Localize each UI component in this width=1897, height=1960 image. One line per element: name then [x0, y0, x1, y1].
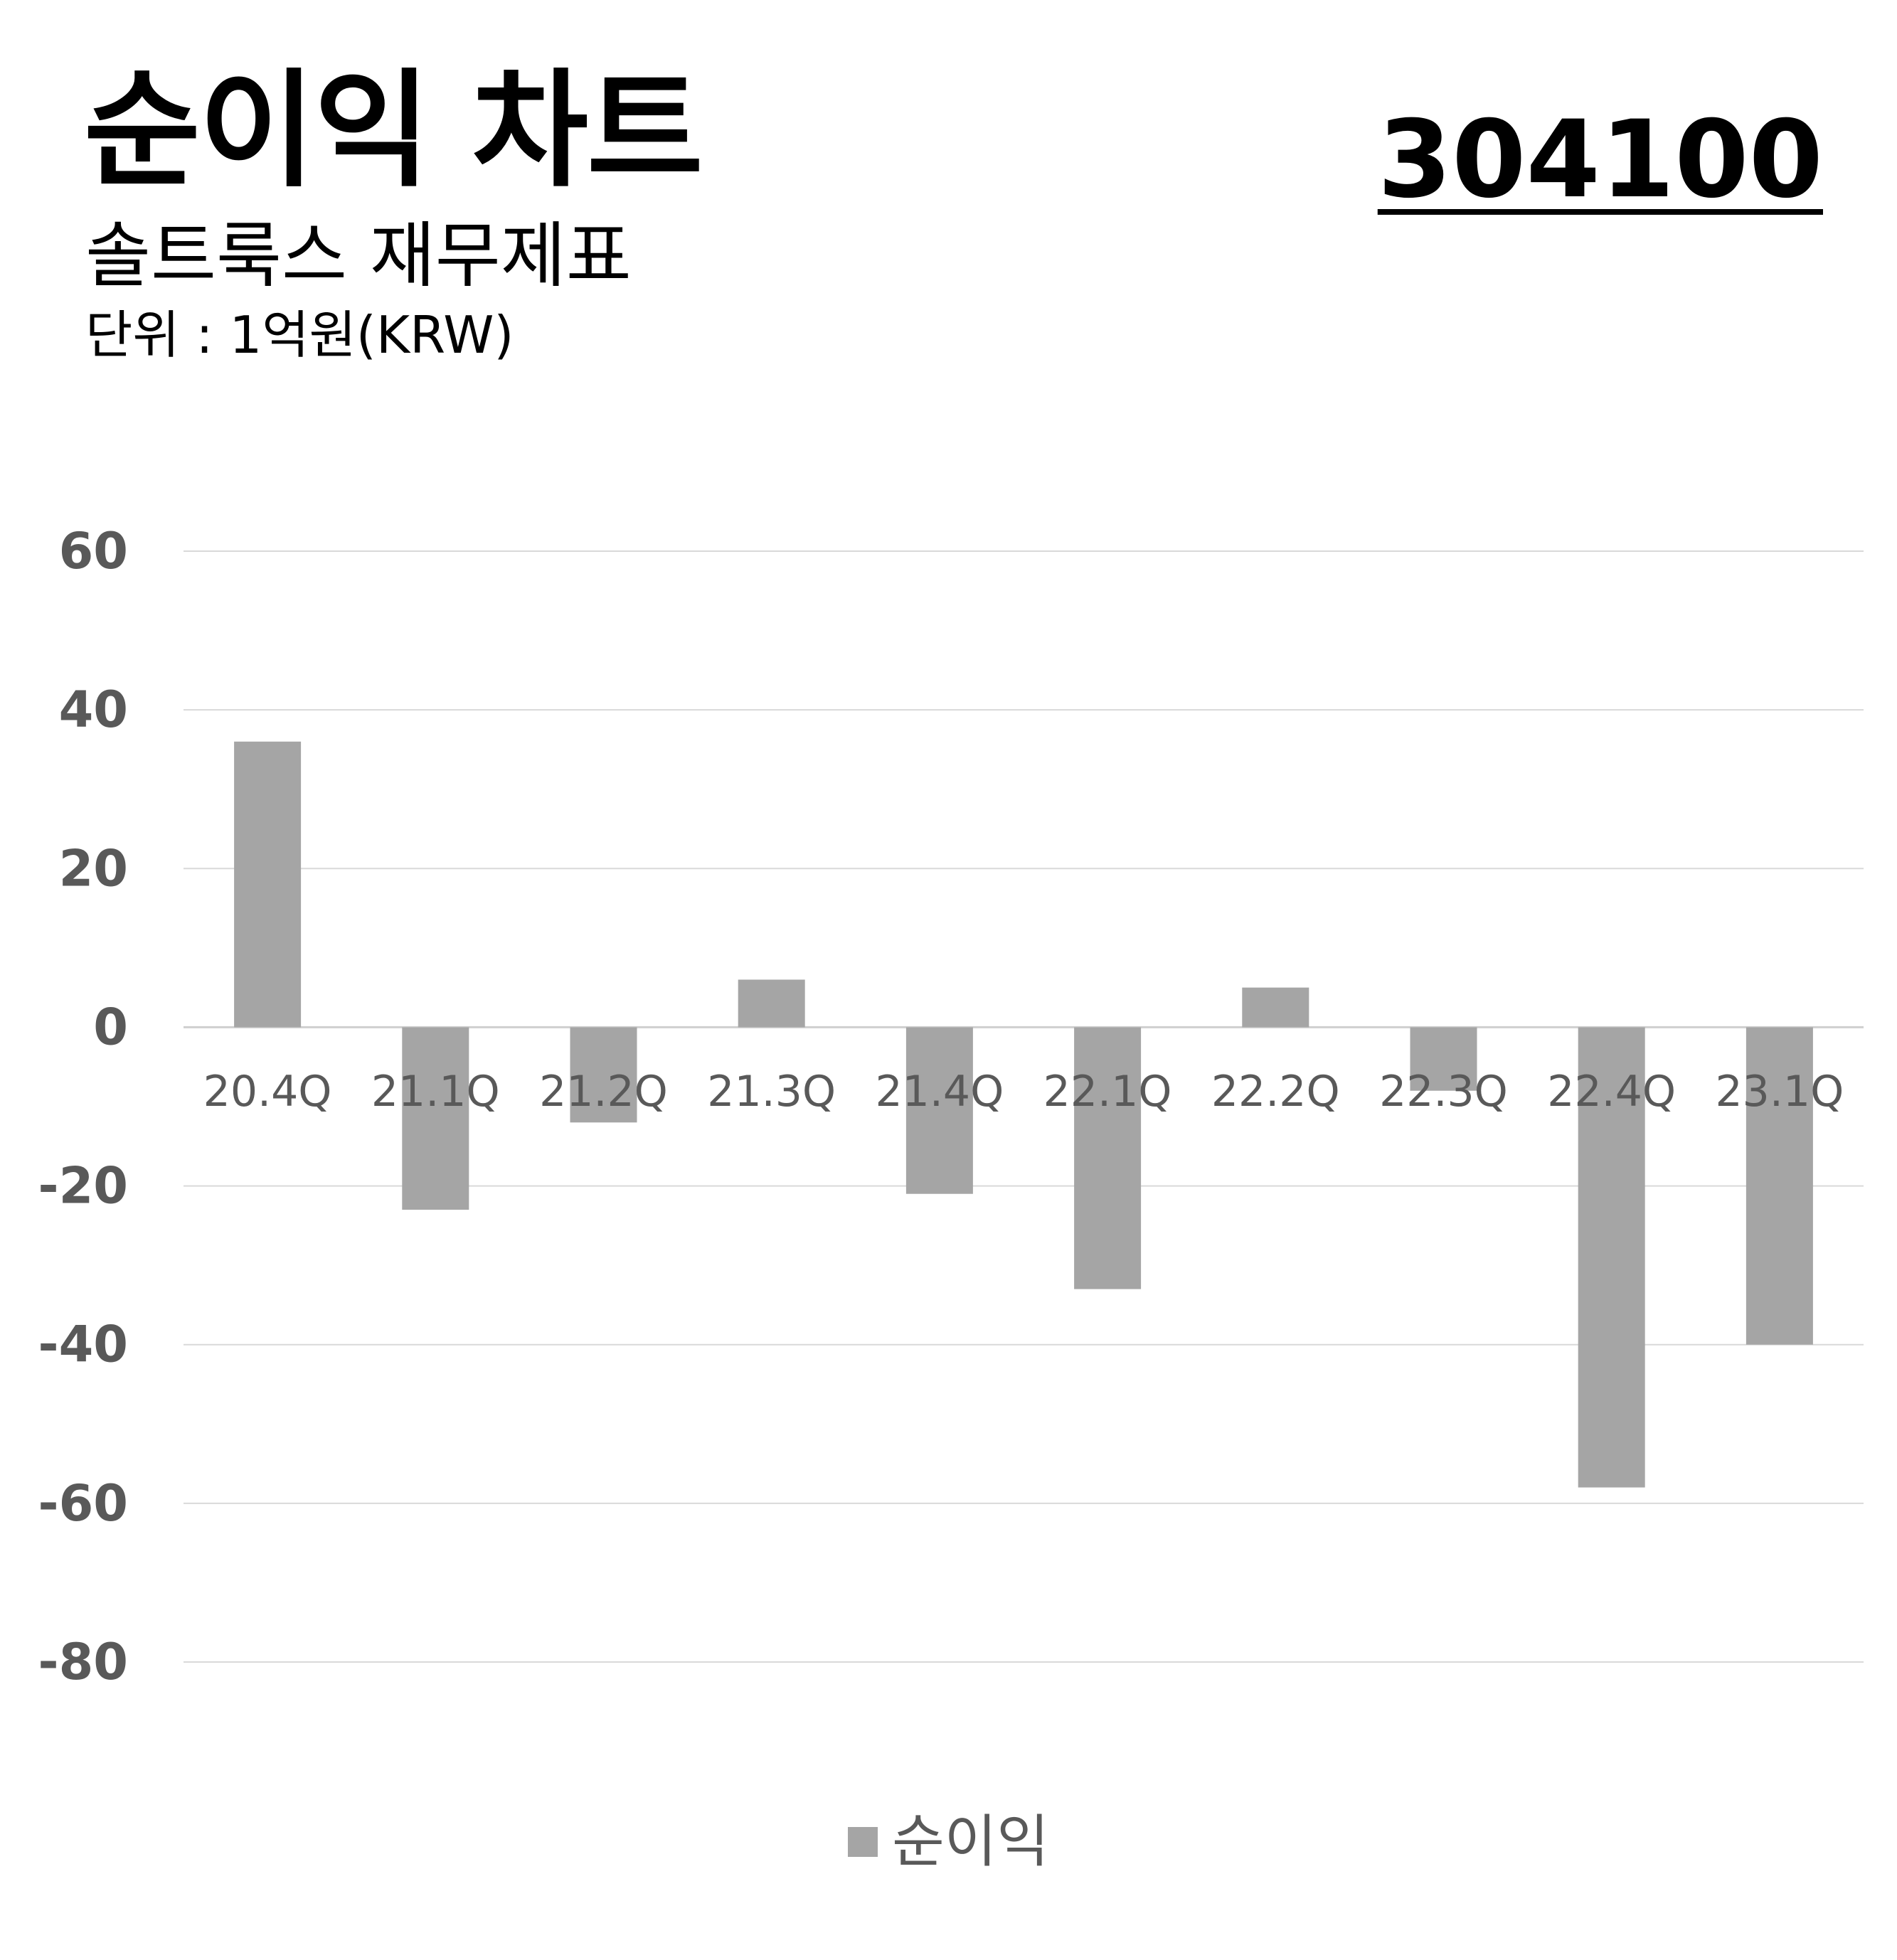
- x-tick-label: 21.3Q: [707, 1067, 836, 1117]
- x-tick-label: 22.4Q: [1547, 1067, 1676, 1117]
- bar: [1410, 1027, 1477, 1091]
- bar: [570, 1027, 637, 1123]
- chart-subtitle: 솔트룩스 재무제표: [85, 214, 632, 297]
- legend: 순이익: [0, 1810, 1897, 1870]
- chart-title: 순이익 차트: [84, 57, 703, 204]
- bar: [1578, 1027, 1645, 1488]
- y-axis-ticks: 60 40 20 0 -20 -40 -60 -80: [38, 522, 128, 1691]
- y-tick-label: -40: [38, 1316, 128, 1374]
- y-tick-label: -20: [38, 1157, 128, 1215]
- bar: [1074, 1027, 1142, 1289]
- y-tick-label: 0: [93, 998, 128, 1056]
- x-tick-label: 20.4Q: [203, 1067, 332, 1117]
- y-tick-label: -60: [38, 1474, 128, 1533]
- legend-swatch: [848, 1827, 878, 1858]
- legend-label: 순이익: [892, 1809, 1049, 1875]
- bar: [738, 979, 805, 1028]
- grid-lines: [184, 550, 1864, 1663]
- bar: [234, 741, 302, 1028]
- x-tick-label: 23.1Q: [1715, 1067, 1844, 1117]
- x-tick-label: 22.3Q: [1379, 1067, 1508, 1117]
- x-tick-label: 21.1Q: [371, 1067, 500, 1117]
- x-tick-label: 21.4Q: [875, 1067, 1004, 1117]
- y-tick-label: -80: [38, 1633, 128, 1691]
- bar: [905, 1027, 973, 1194]
- bar: [1745, 1027, 1813, 1345]
- bar: [402, 1027, 469, 1210]
- x-tick-label: 21.2Q: [539, 1067, 668, 1117]
- unit-label: 단위 : 1억원(KRW): [85, 305, 514, 365]
- x-tick-label: 22.1Q: [1043, 1067, 1172, 1117]
- y-tick-label: 60: [59, 522, 128, 580]
- y-tick-label: 20: [59, 839, 128, 898]
- y-tick-label: 40: [59, 681, 128, 739]
- bars: [234, 741, 1813, 1488]
- bar: [1242, 987, 1309, 1028]
- x-axis-ticks: 20.4Q 21.1Q 21.2Q 21.3Q 21.4Q 22.1Q 22.2Q 22.3Q…: [203, 1067, 1844, 1117]
- stock-code: 304100: [1377, 98, 1823, 222]
- x-tick-label: 22.2Q: [1211, 1067, 1340, 1117]
